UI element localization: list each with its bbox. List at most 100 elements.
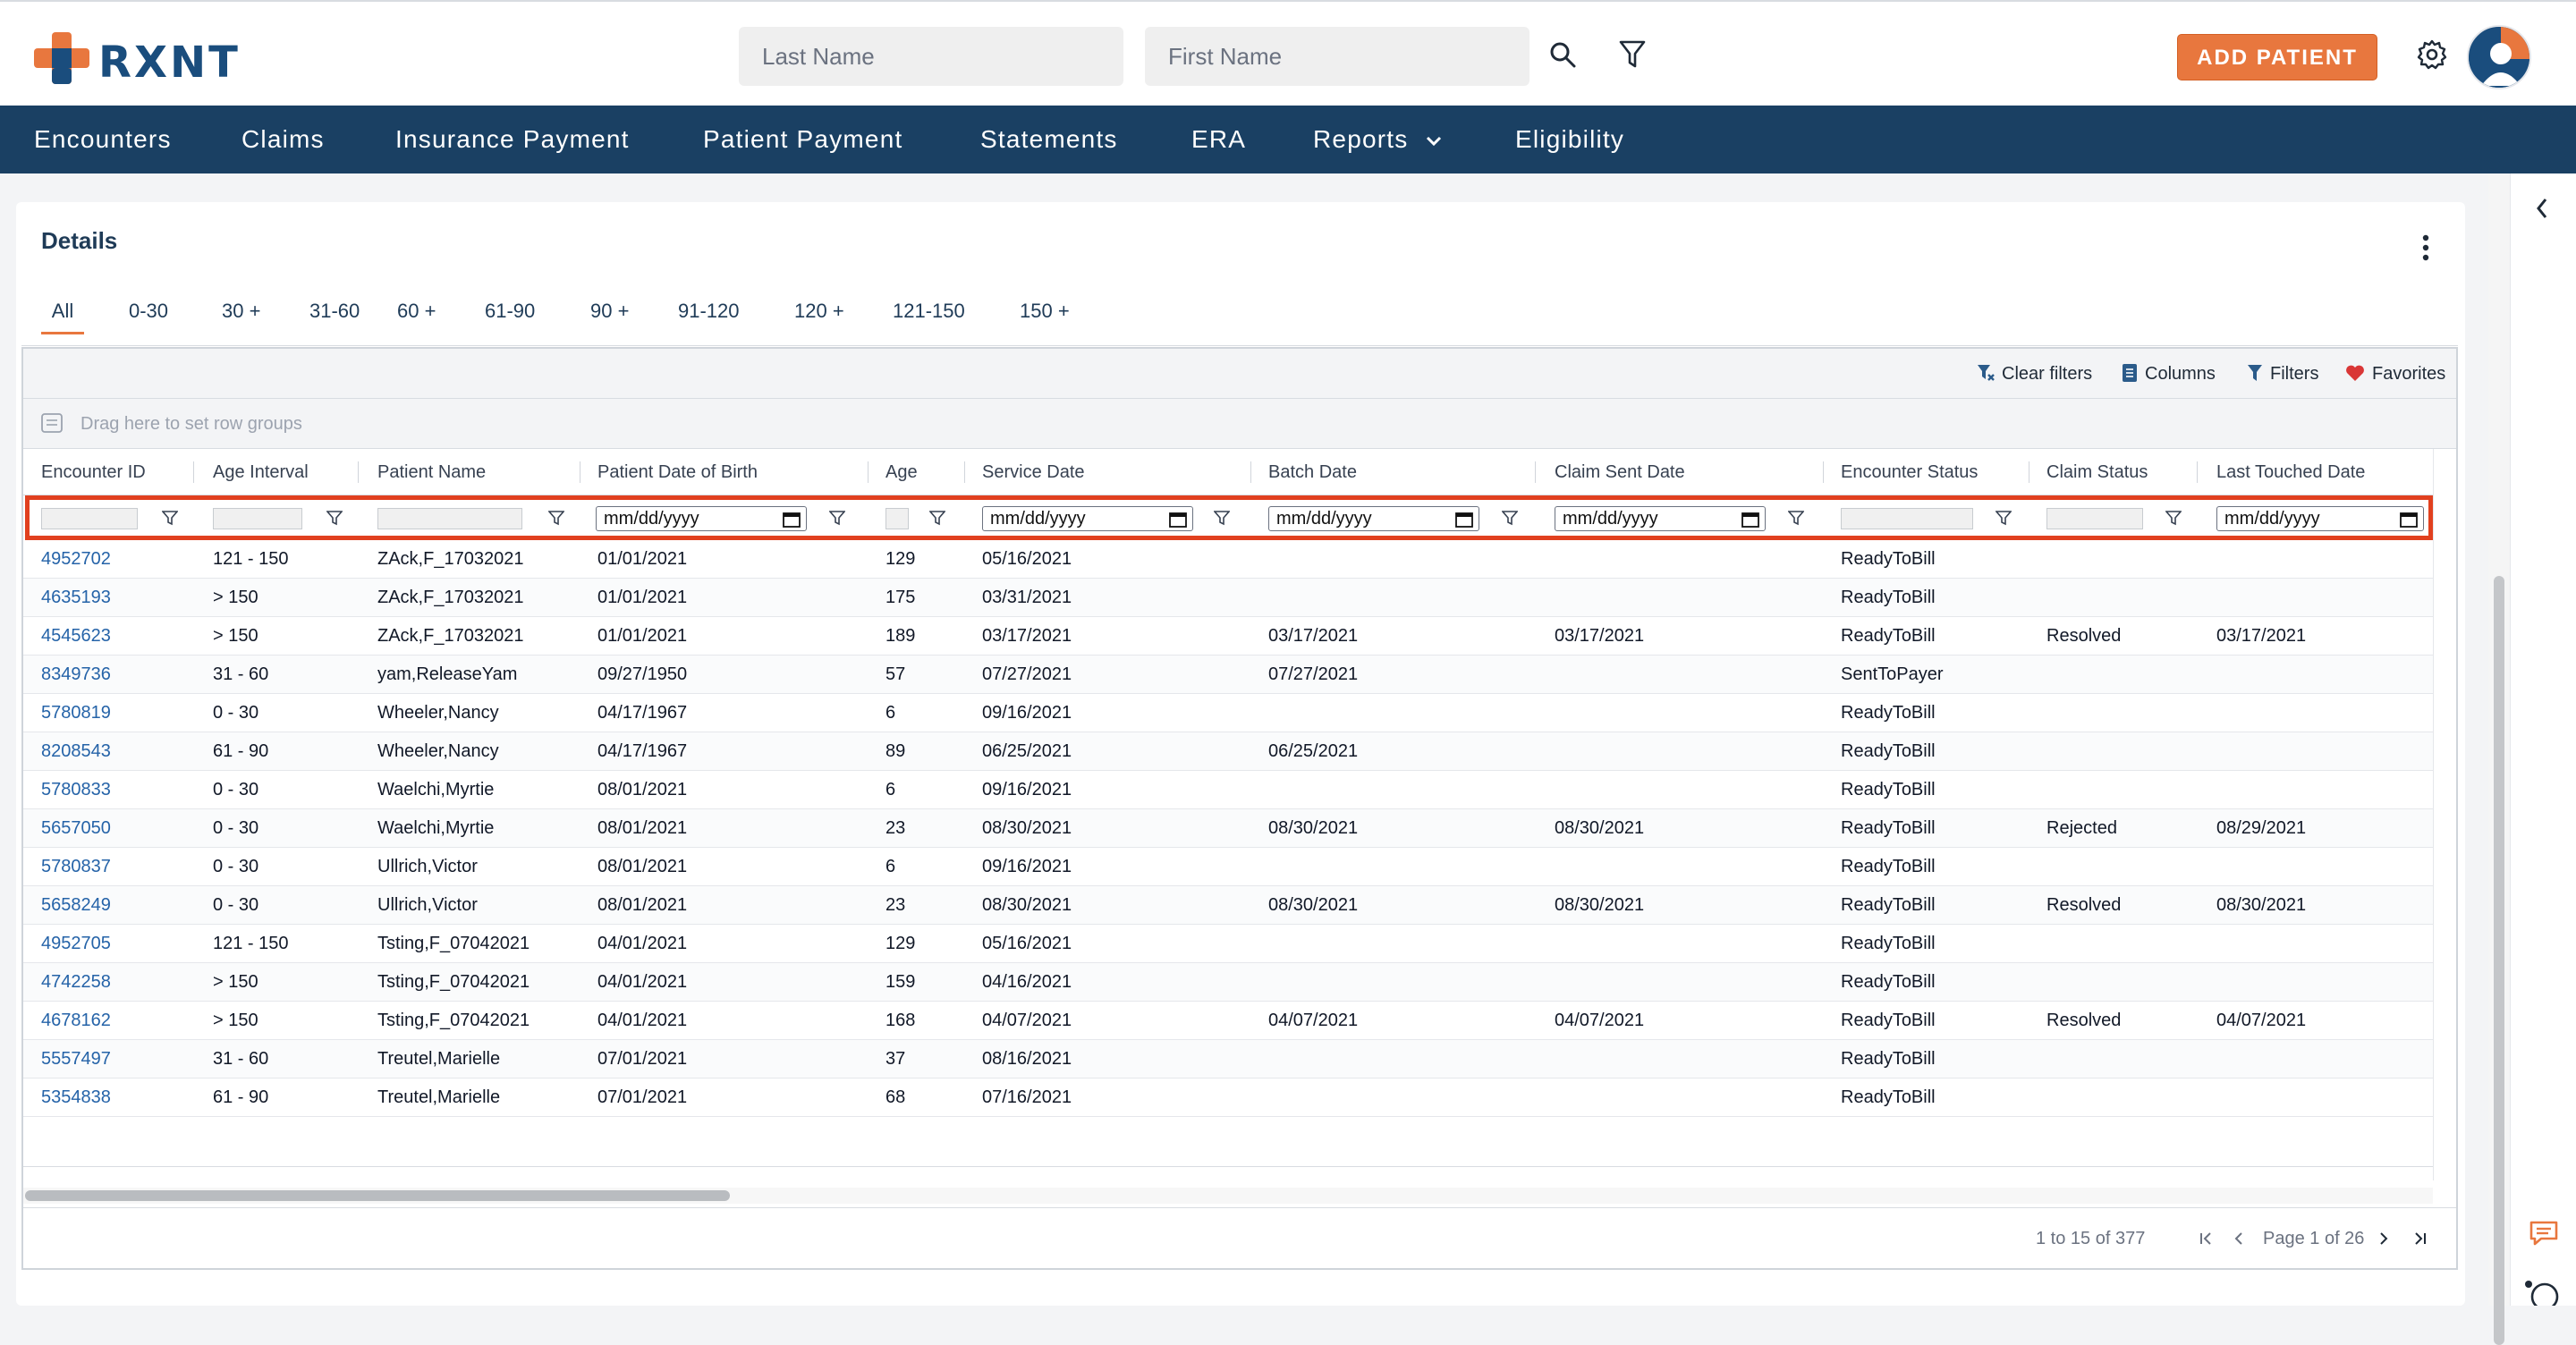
row-group-drop-zone[interactable]: Drag here to set row groups: [23, 399, 2456, 449]
encounter-id-link[interactable]: 5354838: [41, 1087, 111, 1107]
calendar-icon[interactable]: [1455, 512, 1473, 528]
user-avatar[interactable]: [2467, 25, 2531, 89]
table-row[interactable]: 4635193 > 150 ZAck,F_17032021 01/01/2021…: [23, 579, 2433, 617]
grid-horizontal-scroll-thumb[interactable]: [25, 1190, 730, 1201]
calendar-icon[interactable]: [1169, 512, 1187, 528]
table-row[interactable]: 5780833 0 - 30 Waelchi,Myrtie 08/01/2021…: [23, 771, 2433, 809]
column-header-patient-dob[interactable]: Patient Date of Birth: [597, 462, 758, 482]
columns-button[interactable]: Columns: [2122, 349, 2216, 399]
encounter-id-link[interactable]: 5557497: [41, 1049, 111, 1069]
tab-0-30[interactable]: 0-30: [129, 300, 169, 322]
filter-icon[interactable]: [1214, 510, 1230, 526]
batch-date-filter-date-input[interactable]: mm/dd/yyyy: [1268, 506, 1479, 531]
column-resizer[interactable]: [1823, 461, 1824, 483]
column-header-encounter-status[interactable]: Encounter Status: [1841, 462, 1979, 482]
calendar-icon[interactable]: [2400, 512, 2418, 528]
previous-page-icon[interactable]: [2233, 1231, 2245, 1246]
tab-all[interactable]: All: [41, 288, 84, 334]
tab-121-150[interactable]: 121-150: [893, 300, 965, 322]
table-row[interactable]: 5780837 0 - 30 Ullrich,Victor 08/01/2021…: [23, 848, 2433, 886]
rxnt-logo[interactable]: RXNT: [34, 29, 238, 88]
last-name-input[interactable]: [739, 27, 1123, 86]
filter-icon[interactable]: [1619, 39, 1646, 70]
encounter-id-link[interactable]: 4742258: [41, 972, 111, 992]
clear-filters-button[interactable]: Clear filters: [1977, 349, 2092, 399]
help-icon[interactable]: [2523, 1275, 2559, 1306]
filter-icon[interactable]: [2165, 510, 2182, 526]
patient-name-filter-input[interactable]: [377, 508, 522, 529]
encounter-id-filter-input[interactable]: [41, 508, 138, 529]
encounter-id-link[interactable]: 4635193: [41, 588, 111, 607]
nav-item-eligibility[interactable]: Eligibility: [1515, 125, 1625, 153]
filter-icon[interactable]: [548, 510, 564, 526]
column-header-claim-status[interactable]: Claim Status: [2046, 462, 2148, 482]
tab-150-plus[interactable]: 150 +: [1020, 300, 1070, 322]
first-name-input[interactable]: [1145, 27, 1530, 86]
column-header-last-touched-date[interactable]: Last Touched Date: [2216, 462, 2366, 482]
table-row[interactable]: 4545623 > 150 ZAck,F_17032021 01/01/2021…: [23, 617, 2433, 656]
encounter-id-link[interactable]: 5658249: [41, 895, 111, 915]
claim-status-filter-input[interactable]: [2046, 508, 2143, 529]
favorites-button[interactable]: Favorites: [2345, 349, 2445, 399]
table-row[interactable]: 8208543 61 - 90 Wheeler,Nancy 04/17/1967…: [23, 732, 2433, 771]
column-resizer[interactable]: [868, 461, 869, 483]
encounter-id-link[interactable]: 5780837: [41, 857, 111, 876]
calendar-icon[interactable]: [783, 512, 801, 528]
grid-vertical-scrollbar[interactable]: [2433, 449, 2456, 1180]
encounter-id-link[interactable]: 5657050: [41, 818, 111, 838]
column-header-claim-sent-date[interactable]: Claim Sent Date: [1555, 462, 1685, 482]
tab-60-plus[interactable]: 60 +: [397, 300, 436, 322]
add-patient-button[interactable]: ADD PATIENT: [2177, 34, 2377, 80]
table-row[interactable]: 5657050 0 - 30 Waelchi,Myrtie 08/01/2021…: [23, 809, 2433, 848]
tab-30-plus[interactable]: 30 +: [222, 300, 261, 322]
table-row[interactable]: 5354838 61 - 90 Treutel,Marielle 07/01/2…: [23, 1079, 2433, 1117]
column-header-age[interactable]: Age: [886, 462, 918, 482]
encounter-id-link[interactable]: 4952705: [41, 934, 111, 953]
filter-icon[interactable]: [162, 510, 178, 526]
encounter-id-link[interactable]: 8208543: [41, 741, 111, 761]
encounter-id-link[interactable]: 8349736: [41, 664, 111, 684]
table-row[interactable]: 5557497 31 - 60 Treutel,Marielle 07/01/2…: [23, 1040, 2433, 1079]
table-row[interactable]: 4952702 121 - 150 ZAck,F_17032021 01/01/…: [23, 540, 2433, 579]
column-header-batch-date[interactable]: Batch Date: [1268, 462, 1357, 482]
last-page-icon[interactable]: [2411, 1231, 2428, 1246]
filter-icon[interactable]: [1788, 510, 1804, 526]
column-resizer[interactable]: [358, 461, 359, 483]
search-icon[interactable]: [1549, 41, 1576, 68]
tab-90-plus[interactable]: 90 +: [590, 300, 630, 322]
table-row[interactable]: 5780819 0 - 30 Wheeler,Nancy 04/17/1967 …: [23, 694, 2433, 732]
filter-icon[interactable]: [829, 510, 845, 526]
claim-sent-date-filter-date-input[interactable]: mm/dd/yyyy: [1555, 506, 1766, 531]
column-resizer[interactable]: [1535, 461, 1536, 483]
table-row[interactable]: 8349736 31 - 60 yam,ReleaseYam 09/27/195…: [23, 656, 2433, 694]
tab-91-120[interactable]: 91-120: [678, 300, 740, 322]
nav-item-claims[interactable]: Claims: [242, 125, 325, 153]
tab-120-plus[interactable]: 120 +: [794, 300, 844, 322]
nav-item-encounters[interactable]: Encounters: [34, 125, 172, 153]
nav-item-statements[interactable]: Statements: [980, 125, 1118, 153]
table-row[interactable]: 4678162 > 150 Tsting,F_07042021 04/01/20…: [23, 1002, 2433, 1040]
gear-icon[interactable]: [2417, 39, 2447, 70]
encounter-id-link[interactable]: 5780833: [41, 780, 111, 799]
tab-61-90[interactable]: 61-90: [485, 300, 536, 322]
column-header-encounter-id[interactable]: Encounter ID: [41, 462, 146, 482]
filter-icon[interactable]: [1996, 510, 2012, 526]
column-header-age-interval[interactable]: Age Interval: [213, 462, 309, 482]
encounter-id-link[interactable]: 4952702: [41, 549, 111, 569]
table-row[interactable]: 4952705 121 - 150 Tsting,F_07042021 04/0…: [23, 925, 2433, 963]
grid-horizontal-scrollbar[interactable]: [23, 1188, 2433, 1204]
column-header-patient-name[interactable]: Patient Name: [377, 462, 487, 482]
encounter-id-link[interactable]: 4678162: [41, 1011, 111, 1030]
dob-filter-date-input[interactable]: mm/dd/yyyy: [596, 506, 807, 531]
page-vertical-scrollbar[interactable]: [2488, 173, 2510, 1345]
page-vertical-scroll-thumb[interactable]: [2494, 576, 2504, 1345]
filter-icon[interactable]: [326, 510, 343, 526]
column-resizer[interactable]: [1250, 461, 1251, 483]
service-date-filter-date-input[interactable]: mm/dd/yyyy: [982, 506, 1193, 531]
table-row[interactable]: 4742258 > 150 Tsting,F_07042021 04/01/20…: [23, 963, 2433, 1002]
encounter-id-link[interactable]: 4545623: [41, 626, 111, 646]
filters-button[interactable]: Filters: [2247, 349, 2318, 399]
nav-item-insurance-payment[interactable]: Insurance Payment: [395, 125, 630, 153]
column-header-service-date[interactable]: Service Date: [982, 462, 1085, 482]
column-resizer[interactable]: [964, 461, 965, 483]
